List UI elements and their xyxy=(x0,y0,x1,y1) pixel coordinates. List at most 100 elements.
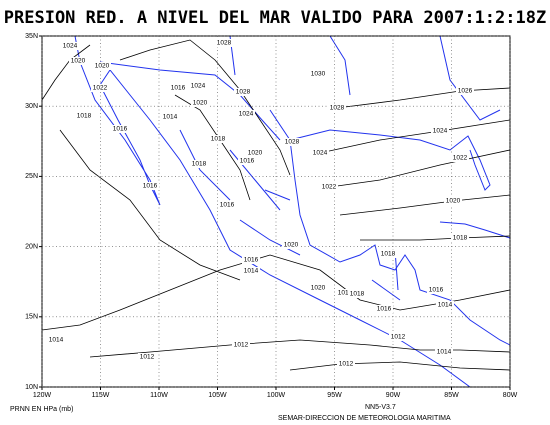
contour-label: 1012 xyxy=(339,361,354,368)
contour-label-bg xyxy=(282,241,300,249)
y-tick-label: 30N xyxy=(25,103,38,110)
contour-label-bg xyxy=(451,154,469,162)
contour-label-bg xyxy=(209,135,227,143)
contour-label-bg xyxy=(47,336,65,344)
contour-label-bg xyxy=(435,348,453,356)
isobar xyxy=(41,44,241,281)
contour-label-bg xyxy=(169,84,187,92)
contour-label: 1028 xyxy=(285,139,300,146)
contour-label-bg xyxy=(190,160,208,168)
contour-label-bg xyxy=(189,82,207,90)
contour-label-bg xyxy=(111,125,129,133)
contour-label: 1020 xyxy=(71,58,86,65)
contour-label: 1020 xyxy=(193,100,208,107)
isobar xyxy=(119,39,291,201)
contour-label-bg xyxy=(427,286,445,294)
x-tick-label: 115W xyxy=(92,392,110,399)
contour-label: 1018 xyxy=(381,251,396,258)
contour-label: 1020 xyxy=(284,242,299,249)
contour-label-bg xyxy=(375,305,393,313)
contour-label: 1014 xyxy=(437,349,452,356)
contour-label: 1016 xyxy=(377,306,392,313)
isobar xyxy=(329,149,511,188)
contour-label-bg xyxy=(93,62,111,70)
isobar xyxy=(339,194,511,216)
map-title: PRESION RED. A NIVEL DEL MAR VALIDO PARA… xyxy=(4,8,546,28)
coastline xyxy=(439,221,511,239)
contour-label-bg xyxy=(215,39,233,47)
y-tick-label: 20N xyxy=(25,243,38,250)
contour-label-bg xyxy=(191,99,209,107)
coastline xyxy=(269,109,511,346)
contour-label: 1018 xyxy=(453,235,468,242)
footer-agency: SEMAR-DIRECCION DE METEOROLOGIA MARITIMA xyxy=(278,415,451,422)
y-tick-label: 25N xyxy=(25,173,38,180)
contour-label: 1016 xyxy=(244,257,259,264)
contour-label: 1014 xyxy=(163,114,178,121)
contour-label-bg xyxy=(237,110,255,118)
isobar xyxy=(289,361,511,371)
contour-label: 1020 xyxy=(248,150,263,157)
contour-label: 1016 xyxy=(113,126,128,133)
contour-label-bg xyxy=(61,42,79,50)
contour-label-bg xyxy=(138,353,156,361)
contour-label: 1024 xyxy=(63,43,78,50)
contour-label: 1014 xyxy=(244,268,259,275)
contour-label-bg xyxy=(348,290,366,298)
contour-label: 1014 xyxy=(49,337,64,344)
contour-label: 1018 xyxy=(192,161,207,168)
coastline xyxy=(74,35,471,388)
x-tick-label: 85W xyxy=(444,392,459,399)
contour-label-bg xyxy=(389,333,407,341)
contour-label-bg xyxy=(337,360,355,368)
contour-label: 1020 xyxy=(95,63,110,70)
x-tick-label: 120W xyxy=(33,392,52,399)
contour-label-bg xyxy=(232,341,250,349)
contour-label-bg xyxy=(444,197,462,205)
contour-label: 1024 xyxy=(191,83,206,90)
contour-label-bg xyxy=(320,183,338,191)
contour-label: 1012 xyxy=(234,342,249,349)
contour-label-bg xyxy=(309,70,327,78)
contour-label-bg xyxy=(141,182,159,190)
contour-label: 1016 xyxy=(429,287,444,294)
x-tick-label: 110W xyxy=(150,392,168,399)
state-lines xyxy=(179,129,301,256)
isobar xyxy=(319,119,511,154)
y-tick-label: 35N xyxy=(25,33,38,40)
contour-label: 1022 xyxy=(93,85,108,92)
contour-label-bg xyxy=(218,201,236,209)
contour-label-bg xyxy=(311,149,329,157)
isobar xyxy=(41,254,511,331)
contour-label: 1016 xyxy=(220,202,235,209)
contour-label-bg xyxy=(379,250,397,258)
contour-label: 1022 xyxy=(322,184,337,191)
contour-label-bg xyxy=(246,149,264,157)
isobar xyxy=(336,87,511,109)
contour-label: 1028 xyxy=(330,105,345,112)
contour-label-bg xyxy=(238,157,256,165)
contour-label: 1016 xyxy=(171,85,186,92)
contour-label-bg xyxy=(69,57,87,65)
contour-label: 1020 xyxy=(446,198,461,205)
contour-label-bg xyxy=(309,284,327,292)
contour-label-bg xyxy=(91,84,109,92)
contour-label: 1014 xyxy=(438,302,453,309)
x-tick-label: 80W xyxy=(503,392,518,399)
contour-label: 1030 xyxy=(311,71,326,78)
contour-label-bg xyxy=(161,113,179,121)
y-tick-label: 10N xyxy=(25,384,38,391)
coastline xyxy=(289,129,491,191)
contour-label-bg xyxy=(234,88,252,96)
contour-label-bg xyxy=(328,104,346,112)
isobar xyxy=(89,339,511,358)
x-tick-label: 95W xyxy=(327,392,342,399)
contour-label: 1024 xyxy=(239,111,254,118)
contour-label: 1022 xyxy=(453,155,468,162)
contour-label: 1018 xyxy=(211,136,226,143)
border xyxy=(99,35,501,301)
contour-label: 1012 xyxy=(140,354,155,361)
contour-label-bg xyxy=(283,138,301,146)
contour-label: 1018 xyxy=(350,291,365,298)
